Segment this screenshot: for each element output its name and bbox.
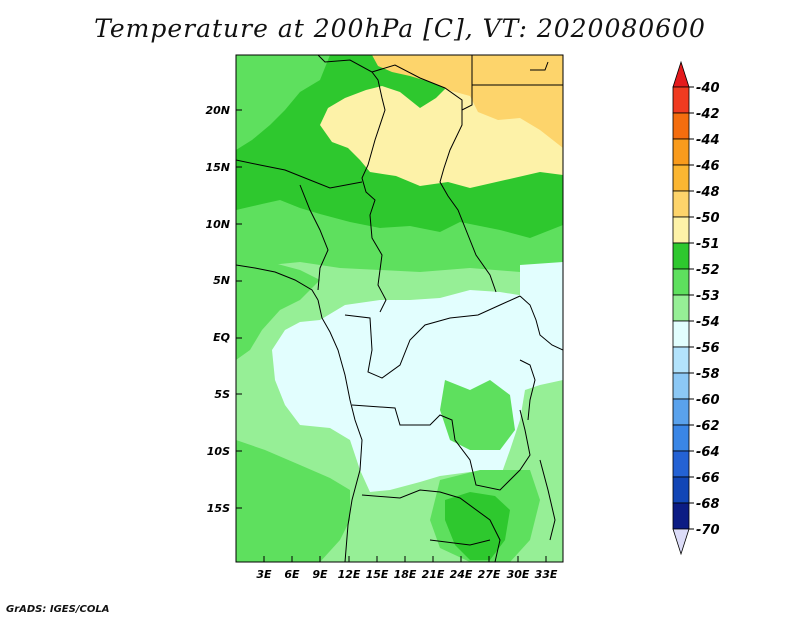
coastline-west bbox=[317, 299, 363, 562]
border-line-10 bbox=[429, 539, 491, 546]
colorbar-label: -40 bbox=[696, 81, 720, 96]
lat-label-15n: 15N bbox=[205, 161, 230, 174]
colorbar-swatch bbox=[672, 112, 690, 140]
colorbar-swatch bbox=[672, 372, 690, 400]
lon-label-30e: 30E bbox=[507, 568, 530, 581]
colorbar-swatch bbox=[672, 346, 690, 374]
lon-label-24e: 24E bbox=[450, 568, 473, 581]
colorbar-label: -68 bbox=[696, 497, 720, 512]
colorbar-swatch bbox=[672, 294, 690, 322]
border-line-9 bbox=[361, 489, 501, 562]
border-line-4 bbox=[461, 55, 473, 111]
lon-label-21e: 21E bbox=[422, 568, 445, 581]
lake-tanganyika bbox=[519, 359, 536, 421]
field-band-52-southeast bbox=[445, 492, 510, 560]
lat-label-5s: 5S bbox=[214, 388, 230, 401]
colorbar-label: -60 bbox=[696, 393, 720, 408]
field-band-53-west bbox=[236, 262, 320, 360]
border-line-3 bbox=[236, 159, 363, 189]
colorbar-label: -52 bbox=[696, 263, 720, 278]
colorbar-swatch bbox=[672, 216, 690, 244]
border-line-11 bbox=[519, 295, 563, 351]
colorbar-swatch bbox=[672, 476, 690, 504]
colorbar-label: -70 bbox=[696, 523, 720, 538]
border-line-7 bbox=[344, 295, 521, 379]
lat-label-15s: 15S bbox=[207, 502, 230, 515]
border-line-2 bbox=[371, 64, 497, 293]
latitude-ticks bbox=[236, 109, 242, 509]
longitude-ticks bbox=[263, 556, 547, 562]
field-band-56-east bbox=[520, 262, 563, 310]
colorbar-label: -42 bbox=[696, 107, 720, 122]
credit-text: GrADS: IGES/COLA bbox=[6, 604, 110, 615]
lat-label-10s: 10S bbox=[207, 445, 230, 458]
colorbar-label: -53 bbox=[696, 289, 720, 304]
colorbar-label: -66 bbox=[696, 471, 720, 486]
lat-label-20n: 20N bbox=[205, 104, 230, 117]
colorbar-swatch bbox=[672, 242, 690, 270]
colorbar-label: -46 bbox=[696, 159, 720, 174]
colorbar-swatch bbox=[672, 138, 690, 166]
border-line-6 bbox=[299, 184, 329, 291]
lon-label-6e: 6E bbox=[284, 568, 300, 581]
field-band-53-east bbox=[440, 380, 515, 450]
colorbar-label: -44 bbox=[696, 133, 720, 148]
colorbar-top-triangle bbox=[672, 60, 690, 88]
lon-label-18e: 18E bbox=[394, 568, 417, 581]
lon-label-9e: 9E bbox=[312, 568, 328, 581]
border-line-8 bbox=[351, 404, 531, 491]
lon-label-33e: 33E bbox=[535, 568, 558, 581]
lon-label-15e: 15E bbox=[366, 568, 389, 581]
lake-malawi bbox=[539, 459, 556, 541]
field-band-53-southwest bbox=[236, 440, 350, 562]
colorbar-label: -51 bbox=[696, 237, 720, 252]
lat-label-5n: 5N bbox=[213, 274, 230, 287]
field-band-51-west bbox=[236, 55, 330, 150]
map-frame bbox=[235, 54, 564, 563]
colorbar-swatch bbox=[672, 502, 690, 530]
longitude-labels: 3E 6E 9E 12E 15E 18E 21E 24E 27E 30E 33E bbox=[256, 568, 557, 581]
colorbar-swatch bbox=[672, 164, 690, 192]
colorbar-label: -56 bbox=[696, 341, 720, 356]
chart-title: Temperature at 200hPa [C], VT: 202008060… bbox=[94, 14, 706, 43]
coastline-gulf bbox=[236, 264, 319, 301]
colorbar-swatch bbox=[672, 424, 690, 452]
colorbar-label: -64 bbox=[696, 445, 720, 460]
lon-label-12e: 12E bbox=[338, 568, 361, 581]
political-borders bbox=[236, 55, 563, 562]
colorbar-label: -50 bbox=[696, 211, 720, 226]
latitude-labels: 20N 15N 10N 5N EQ 5S 10S 15S bbox=[205, 104, 230, 515]
colorbar-label: -58 bbox=[696, 367, 720, 382]
colorbar-label: -62 bbox=[696, 419, 720, 434]
temperature-field bbox=[236, 55, 563, 562]
lat-label-eq: EQ bbox=[213, 331, 230, 344]
colorbar-swatch bbox=[672, 86, 690, 114]
lon-label-3e: 3E bbox=[256, 568, 272, 581]
lat-label-10n: 10N bbox=[205, 218, 230, 231]
colorbar-swatch bbox=[672, 398, 690, 426]
colorbar-label: -54 bbox=[696, 315, 720, 330]
colorbar-swatch bbox=[672, 268, 690, 296]
coastline-northeast bbox=[530, 61, 549, 71]
colorbar: -40 -42 -44 -46 -48 -50 -51 -52 -53 -54 -56 -58 -60 -… bbox=[672, 60, 720, 556]
colorbar-label: -48 bbox=[696, 185, 720, 200]
colorbar-swatch bbox=[672, 320, 690, 348]
colorbar-bottom-triangle bbox=[672, 528, 690, 556]
lon-label-27e: 27E bbox=[478, 568, 501, 581]
colorbar-swatch bbox=[672, 450, 690, 478]
border-line-1 bbox=[317, 55, 387, 313]
colorbar-swatch bbox=[672, 190, 690, 218]
